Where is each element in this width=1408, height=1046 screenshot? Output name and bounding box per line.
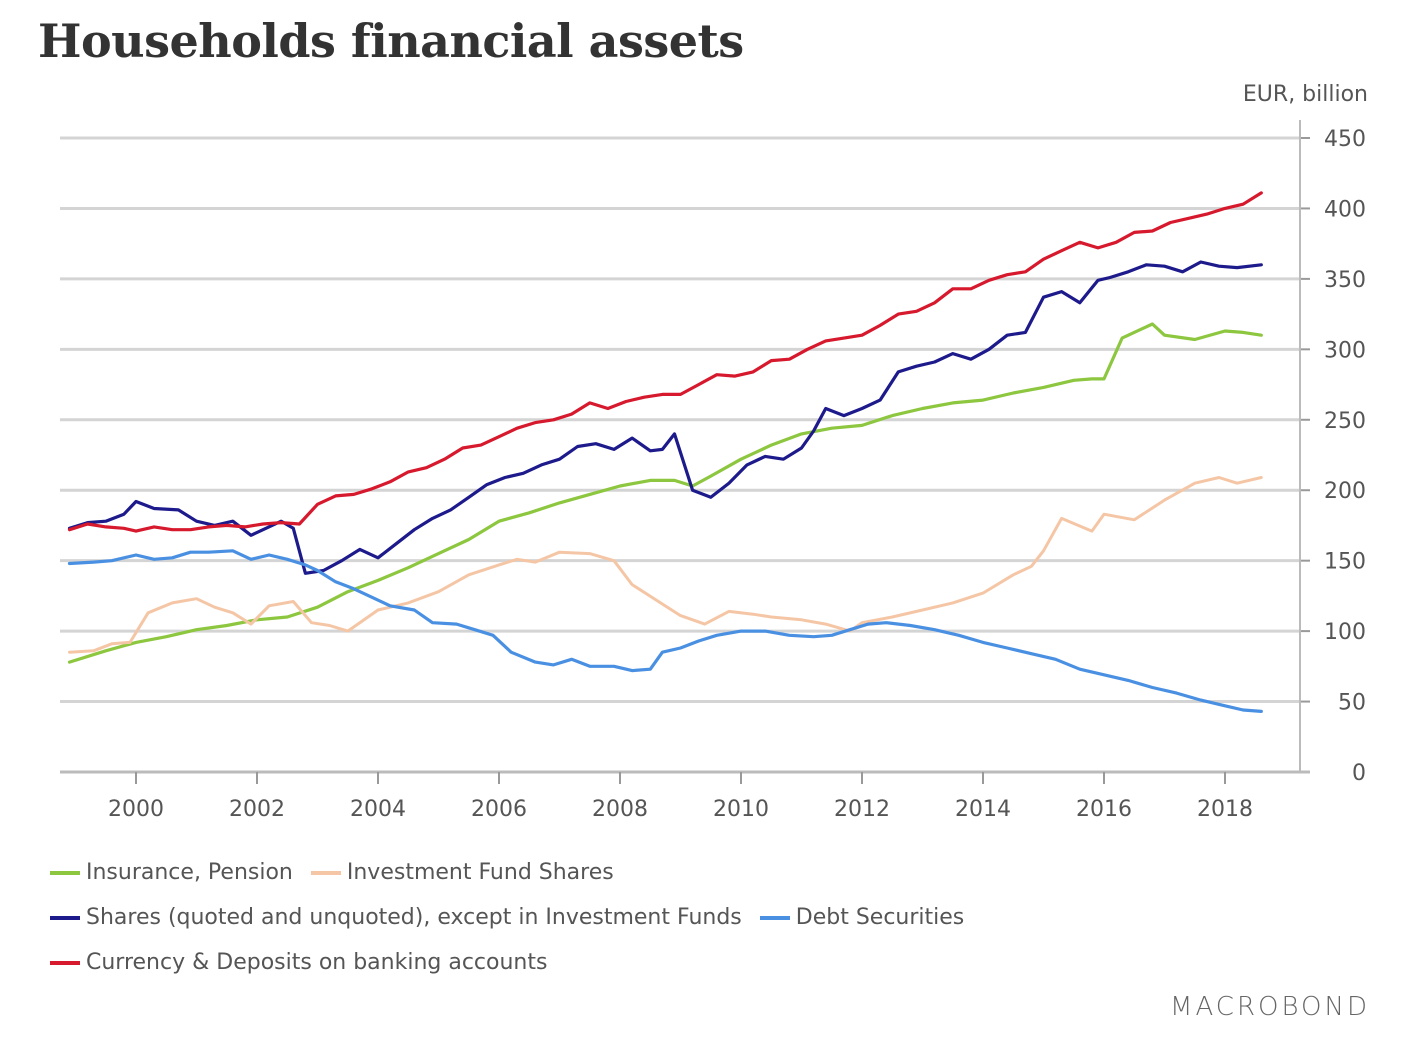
- legend-swatch: [50, 960, 80, 965]
- series-lines: [67, 191, 1263, 714]
- y-tick-label: 50: [1338, 691, 1366, 716]
- series-line-4: [67, 549, 1263, 714]
- y-tick-label: 150: [1324, 550, 1366, 575]
- y-tick-label: 100: [1324, 620, 1366, 645]
- series-line-1: [67, 322, 1263, 664]
- legend-item-shares[interactable]: Shares (quoted and unquoted), except in …: [50, 905, 742, 930]
- y-tick-label: 0: [1352, 761, 1366, 786]
- legend-row: Currency & Deposits on banking accounts: [50, 940, 982, 985]
- legend-label: Currency & Deposits on banking accounts: [86, 950, 548, 975]
- chart-title: Households financial assets: [38, 14, 744, 68]
- legend-item-investment-fund-shares[interactable]: Investment Fund Shares: [310, 860, 614, 885]
- x-tick-label: 2012: [834, 797, 890, 822]
- series-line-2: [68, 476, 1263, 654]
- series-line-5: [67, 191, 1263, 533]
- y-tick-label: 400: [1324, 197, 1366, 222]
- legend-row: Shares (quoted and unquoted), except in …: [50, 895, 982, 940]
- legend-swatch: [50, 915, 80, 920]
- line-chart: 0 50 100 150 200 250 300 350 400 450 2000 2002 2004 2…: [60, 120, 1366, 822]
- legend-swatch: [759, 915, 790, 920]
- macrobond-logo: MACROBOND: [1170, 992, 1370, 1022]
- legend-item-insurance-pension[interactable]: Insurance, Pension: [50, 860, 293, 885]
- legend-item-debt-securities[interactable]: Debt Securities: [759, 905, 965, 930]
- legend-swatch: [310, 870, 341, 875]
- legend-label: Shares (quoted and unquoted), except in …: [86, 905, 742, 930]
- x-tick-label: 2004: [350, 797, 406, 822]
- x-tick-label: 2008: [592, 797, 648, 822]
- axes: [60, 120, 1310, 784]
- legend-label: Insurance, Pension: [86, 860, 293, 885]
- x-tick-label: 2006: [471, 797, 527, 822]
- tick-labels: 0 50 100 150 200 250 300 350 400 450 2000 2002 2004 2…: [108, 127, 1366, 822]
- legend-item-currency-deposits[interactable]: Currency & Deposits on banking accounts: [50, 950, 547, 975]
- x-tick-label: 2014: [955, 797, 1011, 822]
- legend-label: Debt Securities: [795, 905, 965, 930]
- y-tick-label: 200: [1324, 479, 1366, 504]
- y-tick-label: 350: [1324, 268, 1366, 293]
- x-tick-label: 2000: [108, 797, 164, 822]
- y-axis-unit-label: EUR, billion: [1242, 82, 1368, 107]
- y-tick-label: 250: [1324, 409, 1366, 434]
- x-tick-label: 2002: [229, 797, 285, 822]
- legend-swatch: [50, 870, 80, 875]
- y-tick-label: 450: [1324, 127, 1366, 152]
- x-tick-label: 2016: [1076, 797, 1132, 822]
- x-tick-label: 2010: [713, 797, 769, 822]
- legend-row: Insurance, Pension Investment Fund Share…: [50, 850, 982, 895]
- series-line-3: [67, 260, 1263, 575]
- legend-label: Investment Fund Shares: [346, 860, 614, 885]
- legend: Insurance, Pension Investment Fund Share…: [50, 850, 982, 985]
- y-tick-label: 300: [1324, 338, 1366, 363]
- x-tick-label: 2018: [1197, 797, 1253, 822]
- gridlines: [60, 136, 1300, 704]
